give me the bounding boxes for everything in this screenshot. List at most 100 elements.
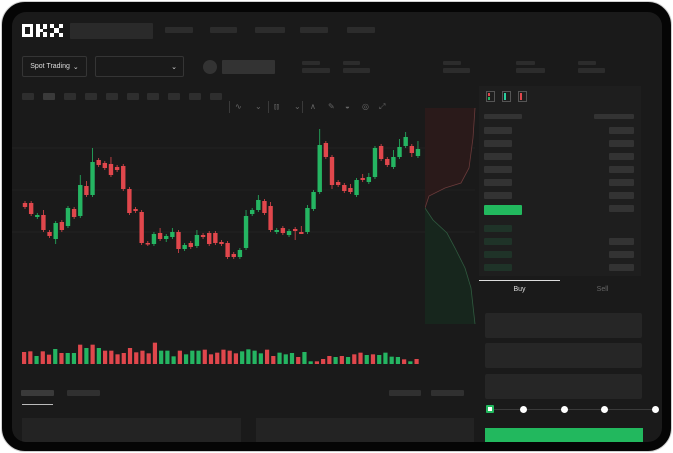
timeframe-button[interactable] xyxy=(64,93,76,100)
candle-body xyxy=(268,206,273,230)
filter-button[interactable] xyxy=(431,390,464,396)
candle-body xyxy=(311,192,316,209)
candle-body xyxy=(237,250,243,257)
candle-body xyxy=(317,145,322,192)
candle-body xyxy=(96,160,101,165)
order-size xyxy=(609,264,634,271)
volume-bar xyxy=(65,353,70,364)
nav-item[interactable] xyxy=(165,27,193,33)
slider-stop[interactable] xyxy=(561,406,568,413)
divider xyxy=(229,101,230,113)
tab-buy[interactable]: Buy xyxy=(513,286,526,293)
divider xyxy=(268,101,269,113)
spot-trading-dropdown[interactable]: Spot Trading ⌄ xyxy=(22,56,87,77)
volume-bar xyxy=(246,349,251,364)
timeframe-button[interactable] xyxy=(43,93,55,100)
candle-body xyxy=(114,167,120,170)
amount-input[interactable] xyxy=(485,343,642,368)
ask-depth-area xyxy=(425,108,475,208)
volume-bar xyxy=(121,353,126,364)
volume-bar xyxy=(321,359,326,364)
volume-bar xyxy=(146,353,151,364)
total-input[interactable] xyxy=(485,374,642,399)
candle-body xyxy=(65,208,71,226)
bid-price xyxy=(484,225,512,232)
tab-sell[interactable]: Sell xyxy=(596,286,609,293)
timeframe-button[interactable] xyxy=(127,93,139,100)
slider-stop[interactable] xyxy=(652,406,659,413)
pencil-icon[interactable]: ✎ xyxy=(328,102,335,111)
slider-stop[interactable] xyxy=(601,406,608,413)
volume-bar xyxy=(233,353,239,364)
timeframe-button[interactable] xyxy=(147,93,159,100)
amount-slider-track[interactable] xyxy=(489,409,655,410)
ask-price xyxy=(484,127,512,134)
search-bar[interactable] xyxy=(70,23,153,39)
candle-body xyxy=(243,216,249,248)
timeframe-button[interactable] xyxy=(106,93,118,100)
timeframe-button[interactable] xyxy=(22,93,34,100)
pair-price xyxy=(222,60,275,74)
timeframe-button[interactable] xyxy=(85,93,97,100)
slider-stop[interactable] xyxy=(520,406,527,413)
order-size xyxy=(609,166,634,173)
order-size xyxy=(609,179,634,186)
volume-bar xyxy=(240,351,245,364)
volume-bar xyxy=(190,350,195,364)
bid-depth-area xyxy=(425,208,475,324)
candle-body xyxy=(213,233,218,243)
volume-bar xyxy=(109,350,114,364)
volume-bar xyxy=(383,352,388,364)
okx-logo[interactable] xyxy=(22,24,64,38)
order-book-view-toggles[interactable] xyxy=(486,91,531,102)
order-size xyxy=(609,238,634,245)
candlestick-chart[interactable] xyxy=(12,12,477,372)
timeframe-button[interactable] xyxy=(189,93,201,100)
candle-body xyxy=(139,212,144,243)
chevron-down-icon[interactable]: ⌄ xyxy=(294,102,301,111)
volume-bar xyxy=(78,344,83,364)
volume-bar xyxy=(196,350,201,364)
volume-bar xyxy=(53,349,58,364)
nav-item[interactable] xyxy=(255,27,285,33)
filter-button[interactable] xyxy=(389,390,421,396)
order-size xyxy=(609,140,634,147)
order-size xyxy=(609,192,634,199)
camera-icon[interactable]: ◒ xyxy=(345,102,350,111)
tab-history[interactable] xyxy=(67,390,100,396)
timeframe-button[interactable] xyxy=(168,93,180,100)
tab-open-orders[interactable] xyxy=(21,390,54,396)
line-icon[interactable]: ∧ xyxy=(310,102,316,111)
column-header xyxy=(484,114,522,119)
candle-body xyxy=(78,185,83,216)
volume-bar xyxy=(28,351,33,364)
chevron-down-icon[interactable]: ⌄ xyxy=(255,102,262,111)
price-input[interactable] xyxy=(485,313,642,338)
candle-body xyxy=(164,236,169,239)
candle-body xyxy=(157,233,163,239)
candle-body xyxy=(194,235,200,246)
pair-dropdown[interactable]: ⌄ xyxy=(95,56,184,77)
nav-item[interactable] xyxy=(300,27,328,33)
volume-bar xyxy=(395,357,400,364)
volume-bar xyxy=(352,354,357,364)
nav-item[interactable] xyxy=(347,27,375,33)
timeframe-button[interactable] xyxy=(210,93,222,100)
bid-price xyxy=(484,251,512,258)
candle-type-icon[interactable]: ⫾⫾ xyxy=(274,102,280,111)
candle-body xyxy=(219,242,224,244)
candle-body xyxy=(378,146,384,159)
volume-bar xyxy=(227,350,232,364)
nav-item[interactable] xyxy=(210,27,237,33)
candle-body xyxy=(108,164,114,175)
buy-button[interactable] xyxy=(485,428,643,442)
expand-icon[interactable]: ⤢ xyxy=(379,102,386,111)
volume-bar xyxy=(22,352,27,364)
volume-bar xyxy=(339,356,344,364)
circle-icon[interactable]: ◎ xyxy=(362,102,369,111)
indicator-icon[interactable]: ∿ xyxy=(235,102,242,111)
slider-handle[interactable] xyxy=(486,405,494,413)
bottom-panel xyxy=(22,418,241,442)
candle-body xyxy=(151,234,157,244)
candle-body xyxy=(176,232,181,249)
